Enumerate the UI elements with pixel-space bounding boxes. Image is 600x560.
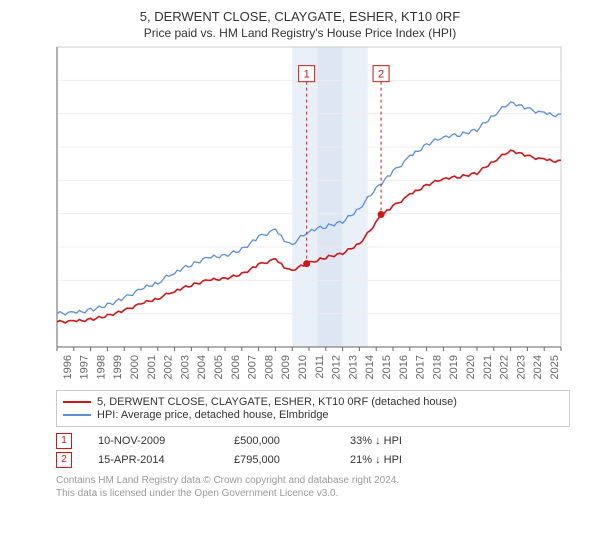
x-tick-label: 1996 [62, 355, 74, 379]
legend-label: HPI: Average price, detached house, Elmb… [97, 409, 329, 421]
chart-svg: £0£200K£400K£600K£800K£1M£1.2M£1.4M£1.6M… [56, 46, 562, 382]
sale-date: 15-APR-2014 [98, 454, 208, 466]
footer-line1: Contains HM Land Registry data © Crown c… [56, 474, 590, 487]
sale-price: £795,000 [234, 454, 324, 466]
sale-marker-label: 1 [304, 68, 310, 80]
footer-line2: This data is licensed under the Open Gov… [56, 487, 590, 500]
x-tick-label: 2005 [213, 355, 225, 379]
x-tick-label: 2014 [364, 355, 376, 379]
sale-rel: 33% ↓ HPI [350, 435, 440, 447]
x-tick-label: 2012 [331, 355, 343, 379]
x-tick-label: 2006 [230, 355, 242, 379]
x-tick-label: 2010 [297, 355, 309, 379]
x-tick-label: 2000 [129, 355, 141, 379]
sale-price: £500,000 [234, 435, 324, 447]
sale-marker-label: 2 [378, 68, 384, 80]
x-tick-label: 2009 [280, 355, 292, 379]
x-tick-label: 1998 [95, 355, 107, 379]
x-tick-label: 2002 [163, 355, 175, 379]
x-tick-label: 2025 [549, 355, 561, 379]
x-tick-label: 2013 [347, 355, 359, 379]
x-tick-label: 2018 [431, 355, 443, 379]
legend-swatch [63, 414, 91, 416]
x-tick-label: 2007 [247, 355, 259, 379]
legend-swatch [63, 401, 91, 403]
sale-row: 1 10-NOV-2009 £500,000 33% ↓ HPI [56, 433, 590, 449]
x-tick-label: 1999 [112, 355, 124, 379]
footer: Contains HM Land Registry data © Crown c… [56, 474, 590, 500]
chart-plot: £0£200K£400K£600K£800K£1M£1.2M£1.4M£1.6M… [56, 46, 590, 382]
legend-row: HPI: Average price, detached house, Elmb… [63, 409, 563, 421]
x-tick-label: 2022 [499, 355, 511, 379]
x-tick-label: 2004 [196, 355, 208, 379]
x-tick-label: 1995 [56, 355, 57, 379]
x-tick-label: 2011 [314, 355, 326, 379]
x-tick-label: 2019 [448, 355, 460, 379]
chart-subtitle: Price paid vs. HM Land Registry's House … [10, 26, 590, 40]
x-tick-label: 2001 [146, 355, 158, 379]
chart-title: 5, DERWENT CLOSE, CLAYGATE, ESHER, KT10 … [10, 8, 590, 26]
x-tick-label: 2015 [381, 355, 393, 379]
x-tick-label: 2021 [482, 355, 494, 379]
legend-label: 5, DERWENT CLOSE, CLAYGATE, ESHER, KT10 … [97, 396, 457, 408]
sale-marker: 2 [56, 452, 72, 468]
sale-marker: 1 [56, 433, 72, 449]
x-tick-label: 2023 [515, 355, 527, 379]
sale-date: 10-NOV-2009 [98, 435, 208, 447]
x-tick-label: 2008 [263, 355, 275, 379]
sales-table: 1 10-NOV-2009 £500,000 33% ↓ HPI 2 15-APR-201… [56, 433, 590, 468]
sale-rel: 21% ↓ HPI [350, 454, 440, 466]
x-tick-label: 2017 [415, 355, 427, 379]
x-tick-label: 2016 [398, 355, 410, 379]
legend: 5, DERWENT CLOSE, CLAYGATE, ESHER, KT10 … [56, 390, 570, 427]
legend-row: 5, DERWENT CLOSE, CLAYGATE, ESHER, KT10 … [63, 396, 563, 408]
sale-row: 2 15-APR-2014 £795,000 21% ↓ HPI [56, 452, 590, 468]
x-tick-label: 2020 [465, 355, 477, 379]
x-tick-label: 2003 [179, 355, 191, 379]
x-tick-label: 1997 [79, 355, 91, 379]
x-tick-label: 2024 [532, 355, 544, 379]
